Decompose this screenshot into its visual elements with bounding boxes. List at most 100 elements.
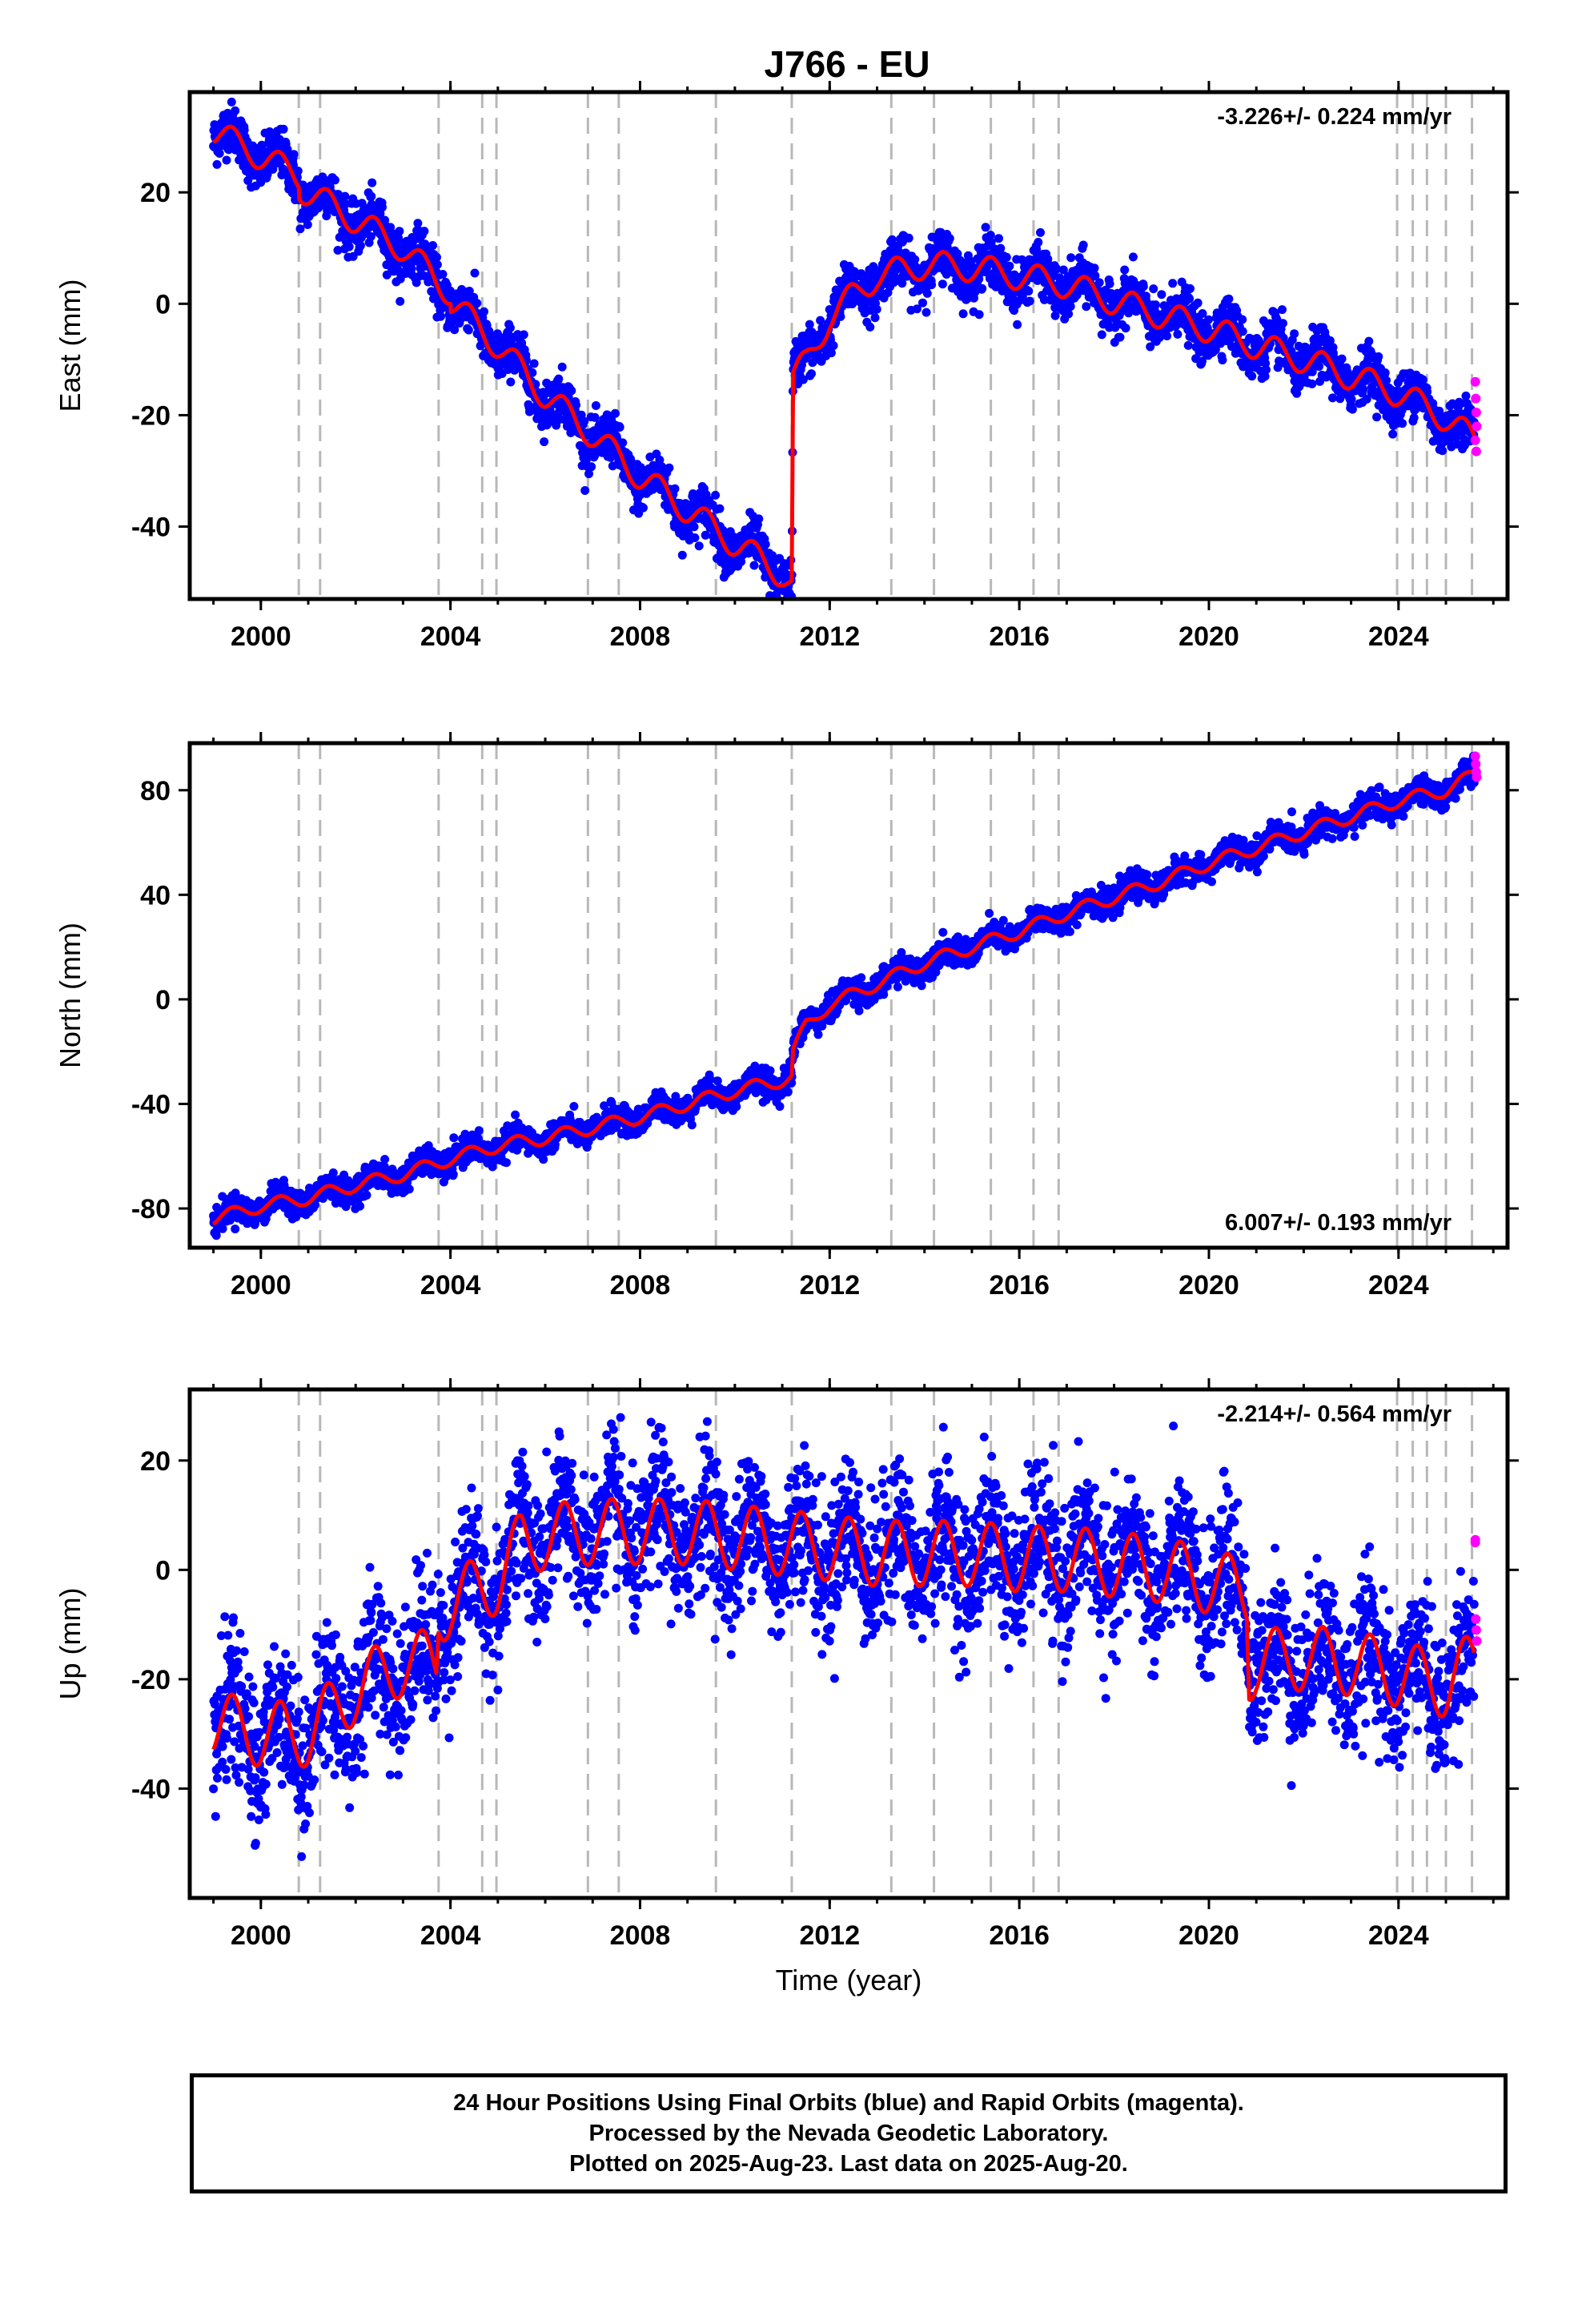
final-point bbox=[1002, 252, 1011, 262]
final-point bbox=[927, 280, 937, 290]
final-point bbox=[1097, 330, 1106, 340]
final-point bbox=[1278, 319, 1287, 328]
final-point bbox=[227, 97, 236, 107]
final-point bbox=[557, 362, 567, 372]
final-point bbox=[1438, 446, 1447, 456]
x-tick-label: 2016 bbox=[989, 621, 1050, 652]
final-point bbox=[591, 401, 600, 410]
final-point bbox=[552, 420, 561, 430]
final-point bbox=[212, 159, 222, 169]
final-point bbox=[362, 1190, 371, 1200]
final-point bbox=[689, 522, 699, 532]
final-point bbox=[1372, 412, 1382, 422]
final-point bbox=[328, 1168, 338, 1177]
event-lines bbox=[297, 92, 1474, 599]
final-point bbox=[420, 227, 429, 236]
final-point bbox=[572, 400, 581, 410]
final-point bbox=[510, 365, 520, 375]
final-point bbox=[1409, 413, 1419, 423]
final-point bbox=[665, 463, 674, 472]
final-point bbox=[1183, 340, 1193, 350]
final-point bbox=[690, 533, 700, 542]
final-point bbox=[655, 455, 665, 464]
final-point bbox=[1128, 252, 1138, 262]
final-point bbox=[396, 274, 405, 283]
rate-label: -3.226+/- 0.224 mm/yr bbox=[1217, 104, 1452, 130]
final-point bbox=[996, 243, 1006, 253]
final-point bbox=[529, 359, 539, 368]
final-point bbox=[1382, 376, 1391, 385]
final-point bbox=[222, 155, 231, 165]
final-point bbox=[994, 234, 1003, 243]
final-point bbox=[1374, 352, 1383, 361]
final-point bbox=[1328, 393, 1337, 403]
final-point bbox=[1025, 296, 1034, 306]
final-point bbox=[865, 322, 875, 332]
final-point bbox=[404, 1184, 414, 1194]
final-point bbox=[1043, 255, 1053, 263]
final-point bbox=[554, 374, 564, 384]
final-point bbox=[331, 175, 339, 185]
final-point bbox=[590, 412, 600, 422]
final-point bbox=[1082, 302, 1091, 312]
final-point bbox=[1193, 298, 1203, 308]
final-point bbox=[938, 279, 947, 289]
final-point bbox=[922, 288, 932, 298]
final-point bbox=[367, 191, 376, 201]
final-point bbox=[303, 220, 312, 229]
final-point bbox=[1105, 279, 1114, 288]
final-point bbox=[506, 377, 516, 387]
final-point bbox=[519, 330, 528, 340]
final-point bbox=[1380, 368, 1390, 377]
final-point bbox=[1364, 336, 1374, 346]
final-point bbox=[540, 437, 549, 447]
final-point bbox=[505, 323, 515, 332]
final-point bbox=[268, 164, 278, 174]
final-point bbox=[921, 308, 931, 317]
x-tick-label: 2024 bbox=[1368, 621, 1429, 652]
final-point bbox=[295, 224, 305, 234]
final-point bbox=[1013, 320, 1022, 329]
final-point bbox=[470, 268, 480, 278]
final-point bbox=[382, 270, 391, 279]
x-tick-label: 2008 bbox=[610, 621, 671, 652]
final-point bbox=[344, 242, 354, 251]
final-point bbox=[231, 106, 240, 115]
final-point bbox=[1150, 300, 1160, 310]
final-point bbox=[1138, 282, 1148, 292]
final-point bbox=[1121, 324, 1130, 333]
final-point bbox=[816, 316, 825, 325]
final-point bbox=[333, 246, 343, 255]
final-point bbox=[450, 325, 460, 335]
plot-title: J766 - EU bbox=[764, 43, 930, 85]
final-point bbox=[1307, 379, 1317, 388]
final-point bbox=[539, 1155, 548, 1164]
final-point bbox=[1247, 372, 1257, 381]
y-tick-label: 0 bbox=[155, 289, 171, 320]
final-point bbox=[670, 484, 680, 493]
final-point bbox=[480, 307, 488, 316]
rapid-point bbox=[1470, 376, 1480, 387]
x-tick-label: 2000 bbox=[231, 621, 291, 652]
north-panel: 2000 2004 2008 2012 2016 2020 2024-80-4004080N… bbox=[54, 732, 1519, 1301]
final-point bbox=[239, 126, 249, 135]
final-point bbox=[1115, 332, 1125, 342]
rapid-point bbox=[1471, 393, 1481, 404]
final-point bbox=[340, 191, 350, 201]
final-point bbox=[432, 252, 441, 262]
final-point bbox=[610, 408, 620, 418]
final-point bbox=[279, 124, 288, 134]
final-point bbox=[677, 550, 687, 560]
final-point bbox=[580, 486, 590, 495]
final-point bbox=[904, 233, 913, 243]
final-point bbox=[1290, 329, 1299, 339]
final-point bbox=[567, 386, 576, 396]
final-point bbox=[749, 561, 759, 570]
final-point bbox=[805, 320, 814, 329]
final-point bbox=[1238, 327, 1247, 336]
rapid-point bbox=[1471, 407, 1481, 417]
final-point bbox=[380, 1155, 390, 1164]
final-point bbox=[231, 1224, 240, 1234]
final-point bbox=[1168, 279, 1178, 288]
